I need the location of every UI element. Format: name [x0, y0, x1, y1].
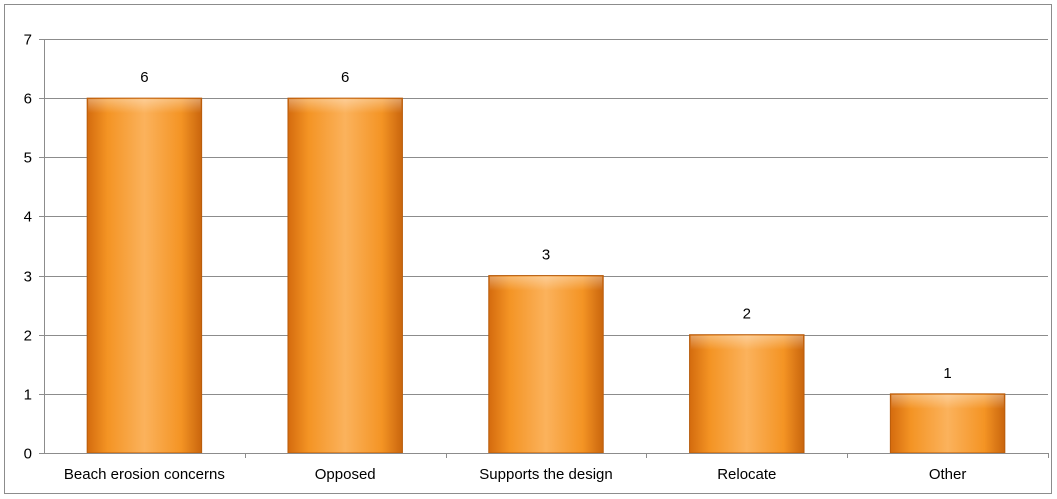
bar-1 — [86, 97, 203, 454]
x-tick-label-2: Opposed — [315, 466, 376, 483]
data-label-3: 3 — [542, 247, 550, 264]
y-axis: 0 1 2 3 4 5 6 7 — [24, 32, 45, 463]
bar-3 — [488, 275, 604, 454]
bar-highlight-3 — [489, 276, 603, 291]
bar-highlight-4 — [690, 335, 804, 350]
bar-group-1 — [86, 97, 203, 454]
bar-highlight-1 — [88, 99, 201, 114]
x-tick-label-1: Beach erosion concerns — [64, 466, 225, 483]
y-tick-label-0: 0 — [24, 446, 32, 463]
x-tick-label-3: Supports the design — [479, 466, 612, 483]
data-label-2: 6 — [341, 69, 349, 86]
bar-4 — [689, 334, 805, 454]
y-tick-label-6: 6 — [24, 91, 32, 108]
data-label-4: 2 — [743, 306, 751, 323]
gridlines — [44, 39, 1048, 395]
data-labels: 6 6 3 2 1 — [140, 69, 952, 382]
y-tick-label-1: 1 — [24, 387, 32, 404]
bars — [86, 97, 1006, 454]
y-tick-label-7: 7 — [24, 32, 32, 49]
data-label-5: 1 — [943, 365, 951, 382]
y-tick-label-4: 4 — [24, 209, 32, 226]
y-tick-label-2: 2 — [24, 328, 32, 345]
x-tick-label-5: Other — [929, 466, 967, 483]
x-tick-label-4: Relocate — [717, 466, 776, 483]
bar-group-3 — [488, 275, 604, 454]
bar-highlight-2 — [288, 99, 402, 114]
x-axis: Beach erosion concerns Opposed Supports th… — [44, 453, 1049, 483]
data-label-1: 6 — [140, 69, 148, 86]
bar-highlight-5 — [891, 394, 1004, 409]
y-tick-label-5: 5 — [24, 150, 32, 167]
bar-group-2 — [287, 97, 403, 454]
bar-group-5 — [889, 393, 1006, 454]
y-tick-label-3: 3 — [24, 269, 32, 286]
bar-group-4 — [689, 334, 805, 454]
bar-2 — [287, 97, 403, 454]
